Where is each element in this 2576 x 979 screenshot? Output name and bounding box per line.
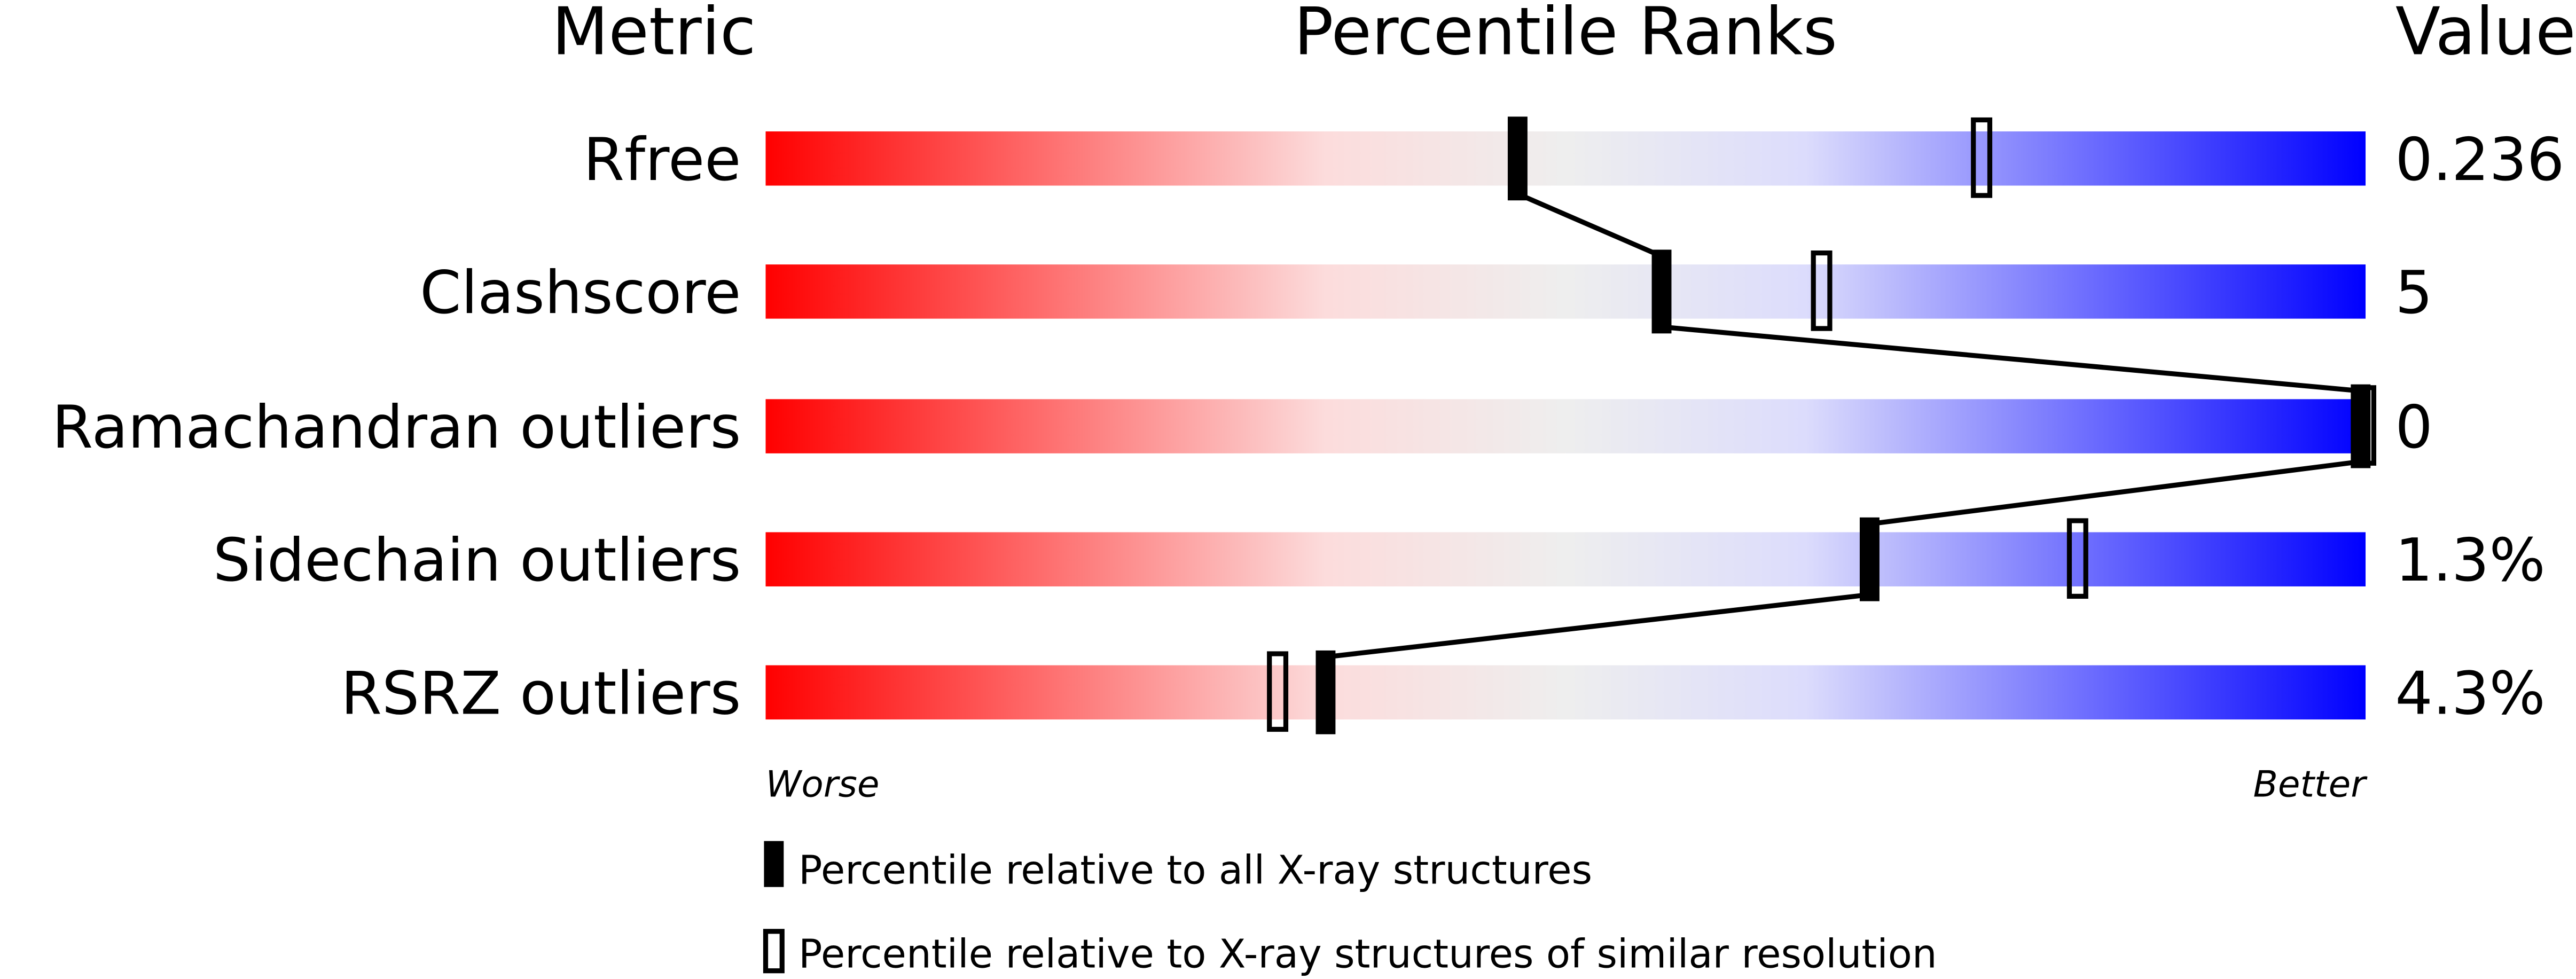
all-structures-marker [1507,116,1528,201]
metric-label: Ramachandran outliers [52,393,741,462]
similar-resolution-marker [1267,651,1289,732]
similar-resolution-marker [1971,117,1993,198]
header-percentile-ranks: Percentile Ranks [1294,0,1837,70]
axis-better-label: Better [2253,763,2368,805]
metric-value: 5 [2395,259,2432,327]
similar-resolution-marker [2066,518,2088,599]
metric-label: RSRZ outliers [341,659,741,728]
similar-resolution-marker [1811,250,1833,331]
header-value: Value [2395,0,2576,70]
percentile-bar [765,131,2366,186]
all-structures-marker [1316,650,1336,734]
metric-label: Clashscore [420,259,741,327]
connector-line [1516,191,1663,259]
metric-value: 0 [2395,393,2432,462]
legend-similar-label: Percentile relative to X-ray structures … [798,931,1937,977]
all-structures-marker [1859,517,1880,601]
connector-line [1325,592,1870,660]
percentile-bar [765,532,2366,586]
percentile-bar [765,264,2366,319]
all-structures-marker [2351,384,2371,468]
metric-value: 4.3% [2395,659,2545,728]
legend-filled-marker [764,841,784,887]
connector-line [1661,324,2361,394]
connector-line [1869,459,2361,527]
metric-label: Rfree [583,126,741,194]
all-structures-marker [1651,249,1672,334]
metric-value: 0.236 [2395,126,2564,194]
header-metric: Metric [552,0,756,70]
axis-worse-label: Worse [765,763,879,805]
legend-open-marker [763,929,785,974]
legend-all-label: Percentile relative to all X-ray structu… [798,848,1592,894]
percentile-bar [765,399,2366,453]
percentile-bar [765,665,2366,720]
metric-label: Sidechain outliers [213,526,741,595]
metric-value: 1.3% [2395,526,2545,595]
